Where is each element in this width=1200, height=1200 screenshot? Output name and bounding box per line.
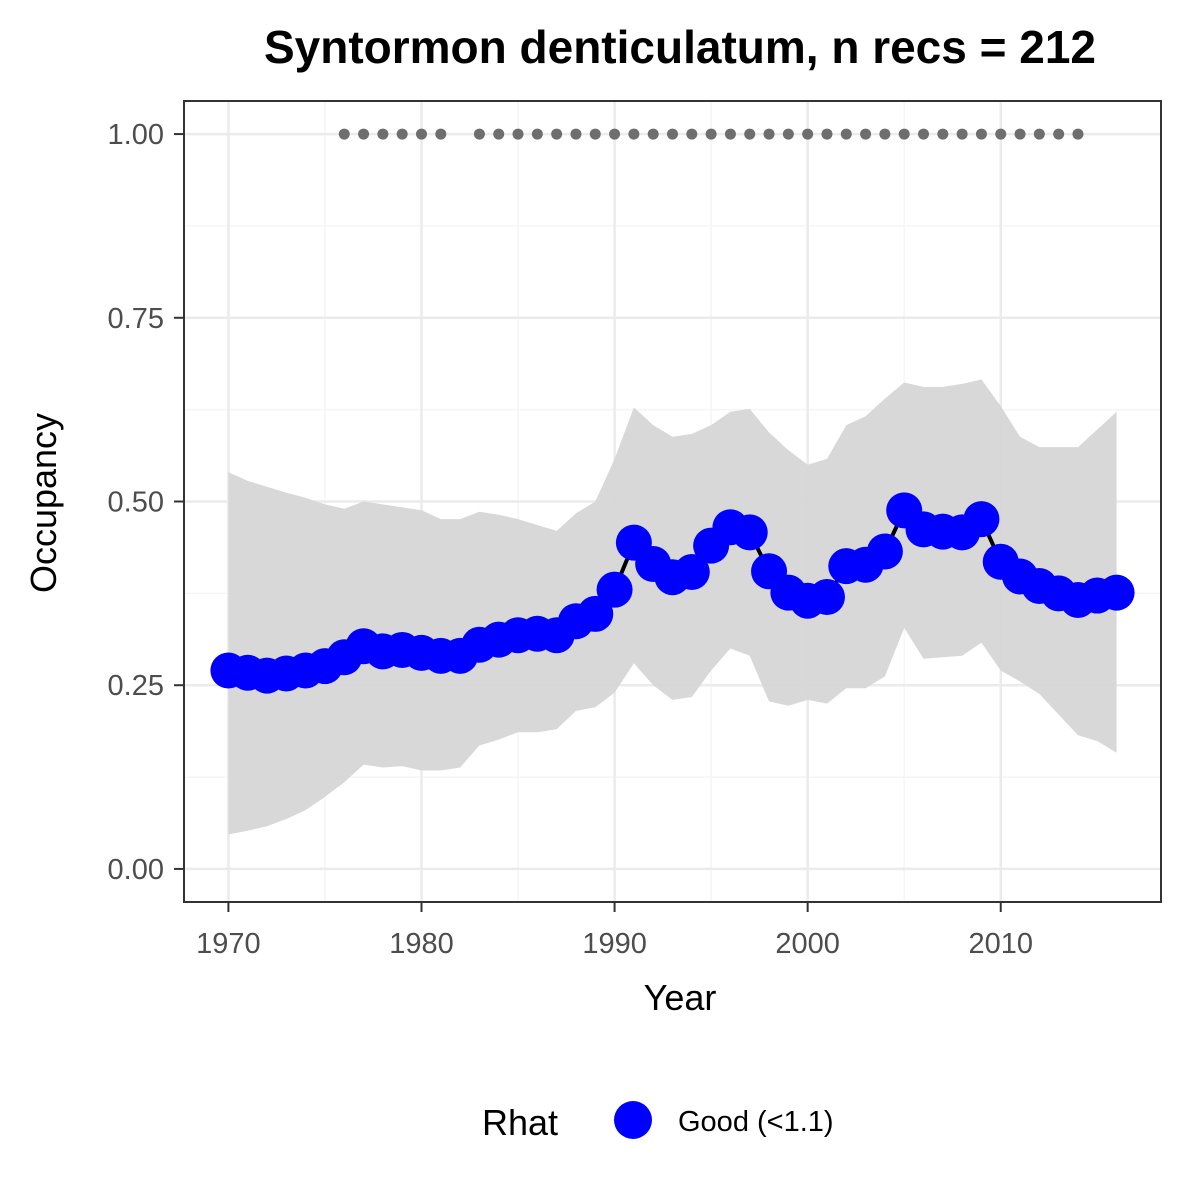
y-axis: 0.00 0.25 0.50 0.75 1.00 (108, 119, 184, 886)
occupancy-point (673, 554, 710, 591)
plot-panel (183, 100, 1162, 903)
record-dot (686, 128, 698, 140)
record-dot (956, 128, 968, 140)
occupancy-point (808, 579, 845, 616)
occupancy-point (866, 533, 903, 570)
occupancy-point (596, 571, 633, 608)
record-dot (724, 128, 736, 140)
chart-title: Syntormon denticulatum, n recs = 212 (264, 21, 1096, 73)
record-dot (763, 128, 775, 140)
record-dot (1072, 128, 1084, 140)
y-tick-label: 0.50 (108, 487, 164, 519)
record-dot (647, 128, 659, 140)
record-dot (377, 128, 389, 140)
record-dot (551, 128, 563, 140)
record-dot (628, 128, 640, 140)
x-tick-label: 2000 (775, 928, 840, 960)
record-dot (531, 128, 543, 140)
record-dot (358, 128, 370, 140)
record-dot (802, 128, 814, 140)
record-dot (493, 128, 505, 140)
record-dot (570, 128, 582, 140)
y-tick-label: 0.75 (108, 303, 164, 335)
legend-title: Rhat (482, 1102, 558, 1143)
legend: Rhat Good (<1.1) (482, 1101, 834, 1143)
record-dot (744, 128, 756, 140)
record-dot (937, 128, 949, 140)
record-dot (975, 128, 987, 140)
record-dot (415, 128, 427, 140)
confidence-ribbon (228, 379, 1117, 835)
record-dot (609, 128, 621, 140)
x-axis: 1970 1980 1990 2000 2010 (196, 902, 1033, 960)
record-dot (589, 128, 601, 140)
record-dot (821, 128, 833, 140)
record-dot (879, 128, 891, 140)
record-dot (338, 128, 350, 140)
x-tick-label: 1990 (582, 928, 647, 960)
record-dot (435, 128, 447, 140)
record-dot (473, 128, 485, 140)
record-dot (512, 128, 524, 140)
record-dot (840, 128, 852, 140)
y-axis-title: Occupancy (23, 413, 64, 593)
record-dots (338, 128, 1084, 140)
occupancy-point (1098, 574, 1135, 611)
record-dot (918, 128, 930, 140)
x-axis-title: Year (644, 977, 717, 1018)
y-tick-label: 0.00 (108, 854, 164, 886)
record-dot (667, 128, 678, 140)
record-dot (396, 128, 408, 140)
x-tick-label: 1980 (389, 928, 454, 960)
record-dot (898, 128, 910, 140)
record-dot (1014, 128, 1026, 140)
legend-key-good (614, 1101, 652, 1139)
record-dot (995, 128, 1007, 140)
y-tick-label: 1.00 (108, 119, 164, 151)
occupancy-point (731, 514, 768, 551)
y-tick-label: 0.25 (108, 670, 164, 702)
x-tick-label: 2010 (968, 928, 1033, 960)
occupancy-points (210, 492, 1135, 694)
record-dot (860, 128, 872, 140)
record-dot (782, 128, 794, 140)
record-dot (1053, 128, 1065, 140)
record-dot (705, 128, 717, 140)
legend-label-good: Good (<1.1) (678, 1106, 834, 1138)
occupancy-point (963, 501, 1000, 538)
record-dot (1033, 128, 1045, 140)
x-tick-label: 1970 (196, 928, 261, 960)
occupancy-point (577, 595, 614, 632)
